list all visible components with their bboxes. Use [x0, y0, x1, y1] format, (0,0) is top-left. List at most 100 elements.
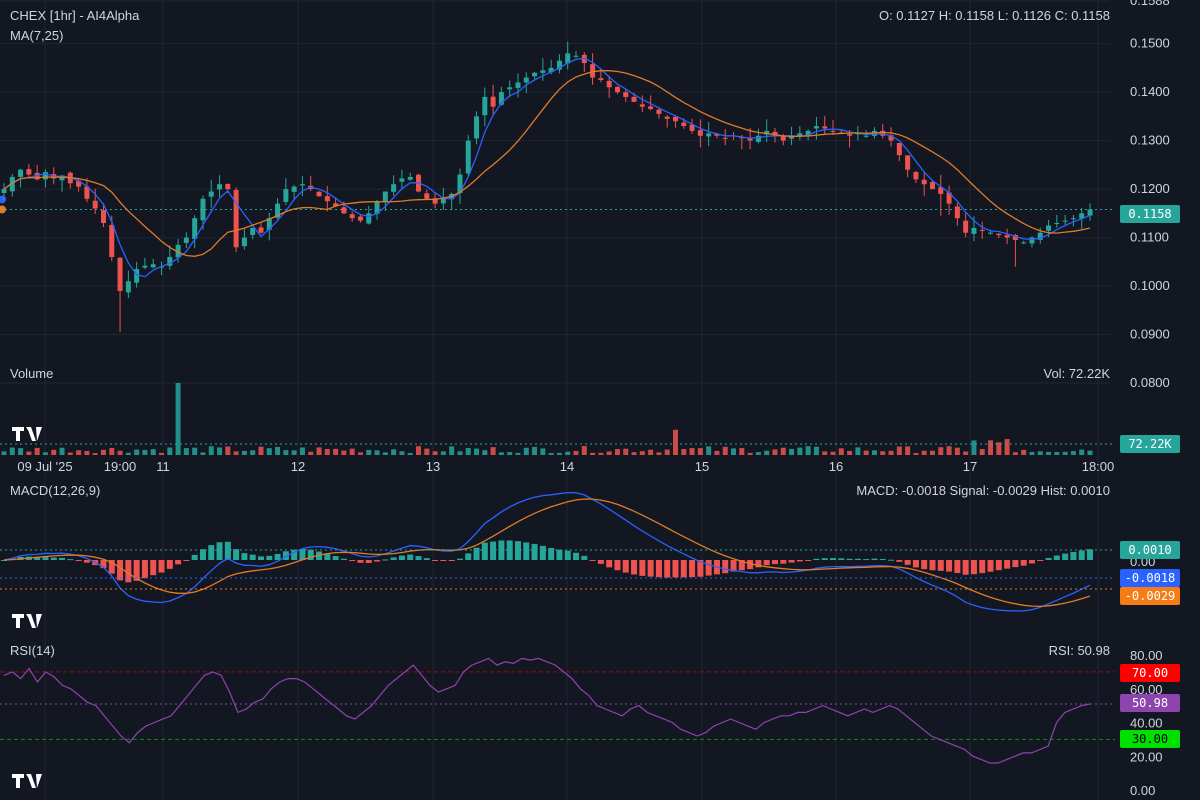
volume-bar: [681, 449, 687, 455]
macd-histogram-bar: [133, 560, 140, 581]
candle-body: [366, 213, 372, 224]
candle-body: [84, 186, 90, 199]
macd-histogram-bar: [830, 558, 837, 560]
volume-bar: [308, 451, 314, 455]
macd-histogram-bar: [415, 556, 422, 560]
candle-body: [921, 179, 927, 185]
volume-bar: [482, 450, 488, 455]
macd-histogram-bar: [1012, 560, 1019, 568]
macd-histogram-bar: [523, 542, 530, 560]
macd-histogram-bar: [871, 558, 878, 560]
candle-body: [946, 192, 952, 204]
time-tick-label: 19:00: [104, 459, 137, 474]
volume-bar: [26, 451, 32, 455]
macd-histogram-bar: [987, 560, 994, 572]
volume-bar: [1070, 451, 1076, 455]
volume-bar: [1062, 451, 1068, 455]
volume-bar: [59, 447, 65, 455]
macd-histogram-bar: [216, 542, 223, 560]
macd-histogram-bar: [432, 560, 439, 561]
candle-body: [324, 196, 330, 202]
macd-histogram-bar: [208, 545, 215, 560]
candle-body: [241, 237, 247, 247]
volume-bar: [1037, 451, 1043, 455]
candle-body: [233, 189, 239, 248]
volume-bar: [631, 452, 637, 455]
macd-histogram-bar: [183, 560, 190, 561]
volume-bar: [465, 447, 471, 455]
candle-body: [971, 227, 977, 234]
candle-body: [830, 130, 836, 132]
candle-body: [291, 186, 297, 192]
macd-histogram-bar: [1028, 560, 1035, 564]
volume-bar: [266, 448, 272, 455]
volume-bar: [440, 451, 446, 455]
macd-histogram-bar: [639, 560, 646, 576]
ma-label: MA(7,25): [10, 28, 64, 43]
candle-body: [225, 183, 231, 190]
candle-body: [598, 78, 604, 80]
candle-body: [697, 130, 703, 136]
candle-body: [498, 92, 504, 105]
price-candles: [1, 41, 1093, 333]
volume-bar: [1012, 452, 1018, 455]
volume-bar: [772, 449, 778, 455]
macd-histogram-bar: [821, 558, 828, 560]
volume-bar: [42, 452, 48, 455]
macd-histogram-bar: [838, 558, 845, 560]
candle-body: [938, 187, 944, 194]
macd-histogram-bar: [581, 555, 588, 560]
macd-histogram-bar: [912, 560, 919, 568]
macd-histogram-bar: [788, 560, 795, 563]
macd-histogram-bar: [631, 560, 638, 575]
volume-bar: [996, 442, 1002, 455]
macd-histogram-bar: [1062, 553, 1069, 560]
macd-histogram-bar: [456, 558, 463, 560]
volume-bar: [880, 451, 886, 455]
macd-histogram-bar: [42, 556, 49, 560]
macd-histogram-bar: [307, 549, 314, 560]
volume-bar: [283, 450, 289, 455]
macd-histogram-bar: [357, 560, 364, 563]
volume-bar: [938, 447, 944, 455]
macd-histogram-bar: [780, 560, 787, 564]
volume-bar: [581, 446, 587, 455]
candle-body: [648, 106, 654, 110]
volume-bar: [498, 452, 504, 455]
macd-histogram-bar: [382, 559, 389, 561]
volume-bar: [515, 452, 521, 455]
volume-bar: [929, 450, 935, 455]
macd-histogram-bar: [59, 557, 66, 560]
volume-bar: [979, 449, 985, 455]
macd-histogram-bar: [614, 560, 621, 571]
macd-histogram-bar: [622, 560, 629, 573]
time-tick-label: 15: [695, 459, 709, 474]
macd-histogram-bar: [191, 554, 198, 560]
volume-bar: [192, 447, 198, 455]
candle-body: [1037, 232, 1043, 240]
volume-bar: [606, 451, 612, 455]
macd-histogram-bar: [465, 553, 472, 560]
candle-body: [706, 133, 712, 137]
volume-bar: [755, 452, 761, 455]
volume-bar: [150, 449, 156, 455]
macd-histogram-bar: [730, 560, 737, 572]
candle-body: [92, 200, 98, 209]
candle-body: [200, 198, 206, 221]
volume-bar: [407, 452, 413, 455]
candle-body: [482, 96, 488, 116]
candle-body: [979, 229, 985, 231]
volume-bar: [847, 450, 853, 455]
candle-body: [639, 104, 645, 107]
rsi-label: RSI(14): [10, 643, 55, 658]
volume-bar: [523, 447, 529, 455]
macd-histogram-bar: [50, 557, 57, 560]
volume-bar: [241, 450, 247, 455]
volume-bar: [813, 446, 819, 455]
candle-body: [1004, 235, 1010, 238]
candle-body: [863, 135, 869, 137]
macd-histogram-bar: [1, 560, 7, 561]
macd-histogram-bar: [233, 549, 240, 560]
candle-body: [490, 96, 496, 107]
